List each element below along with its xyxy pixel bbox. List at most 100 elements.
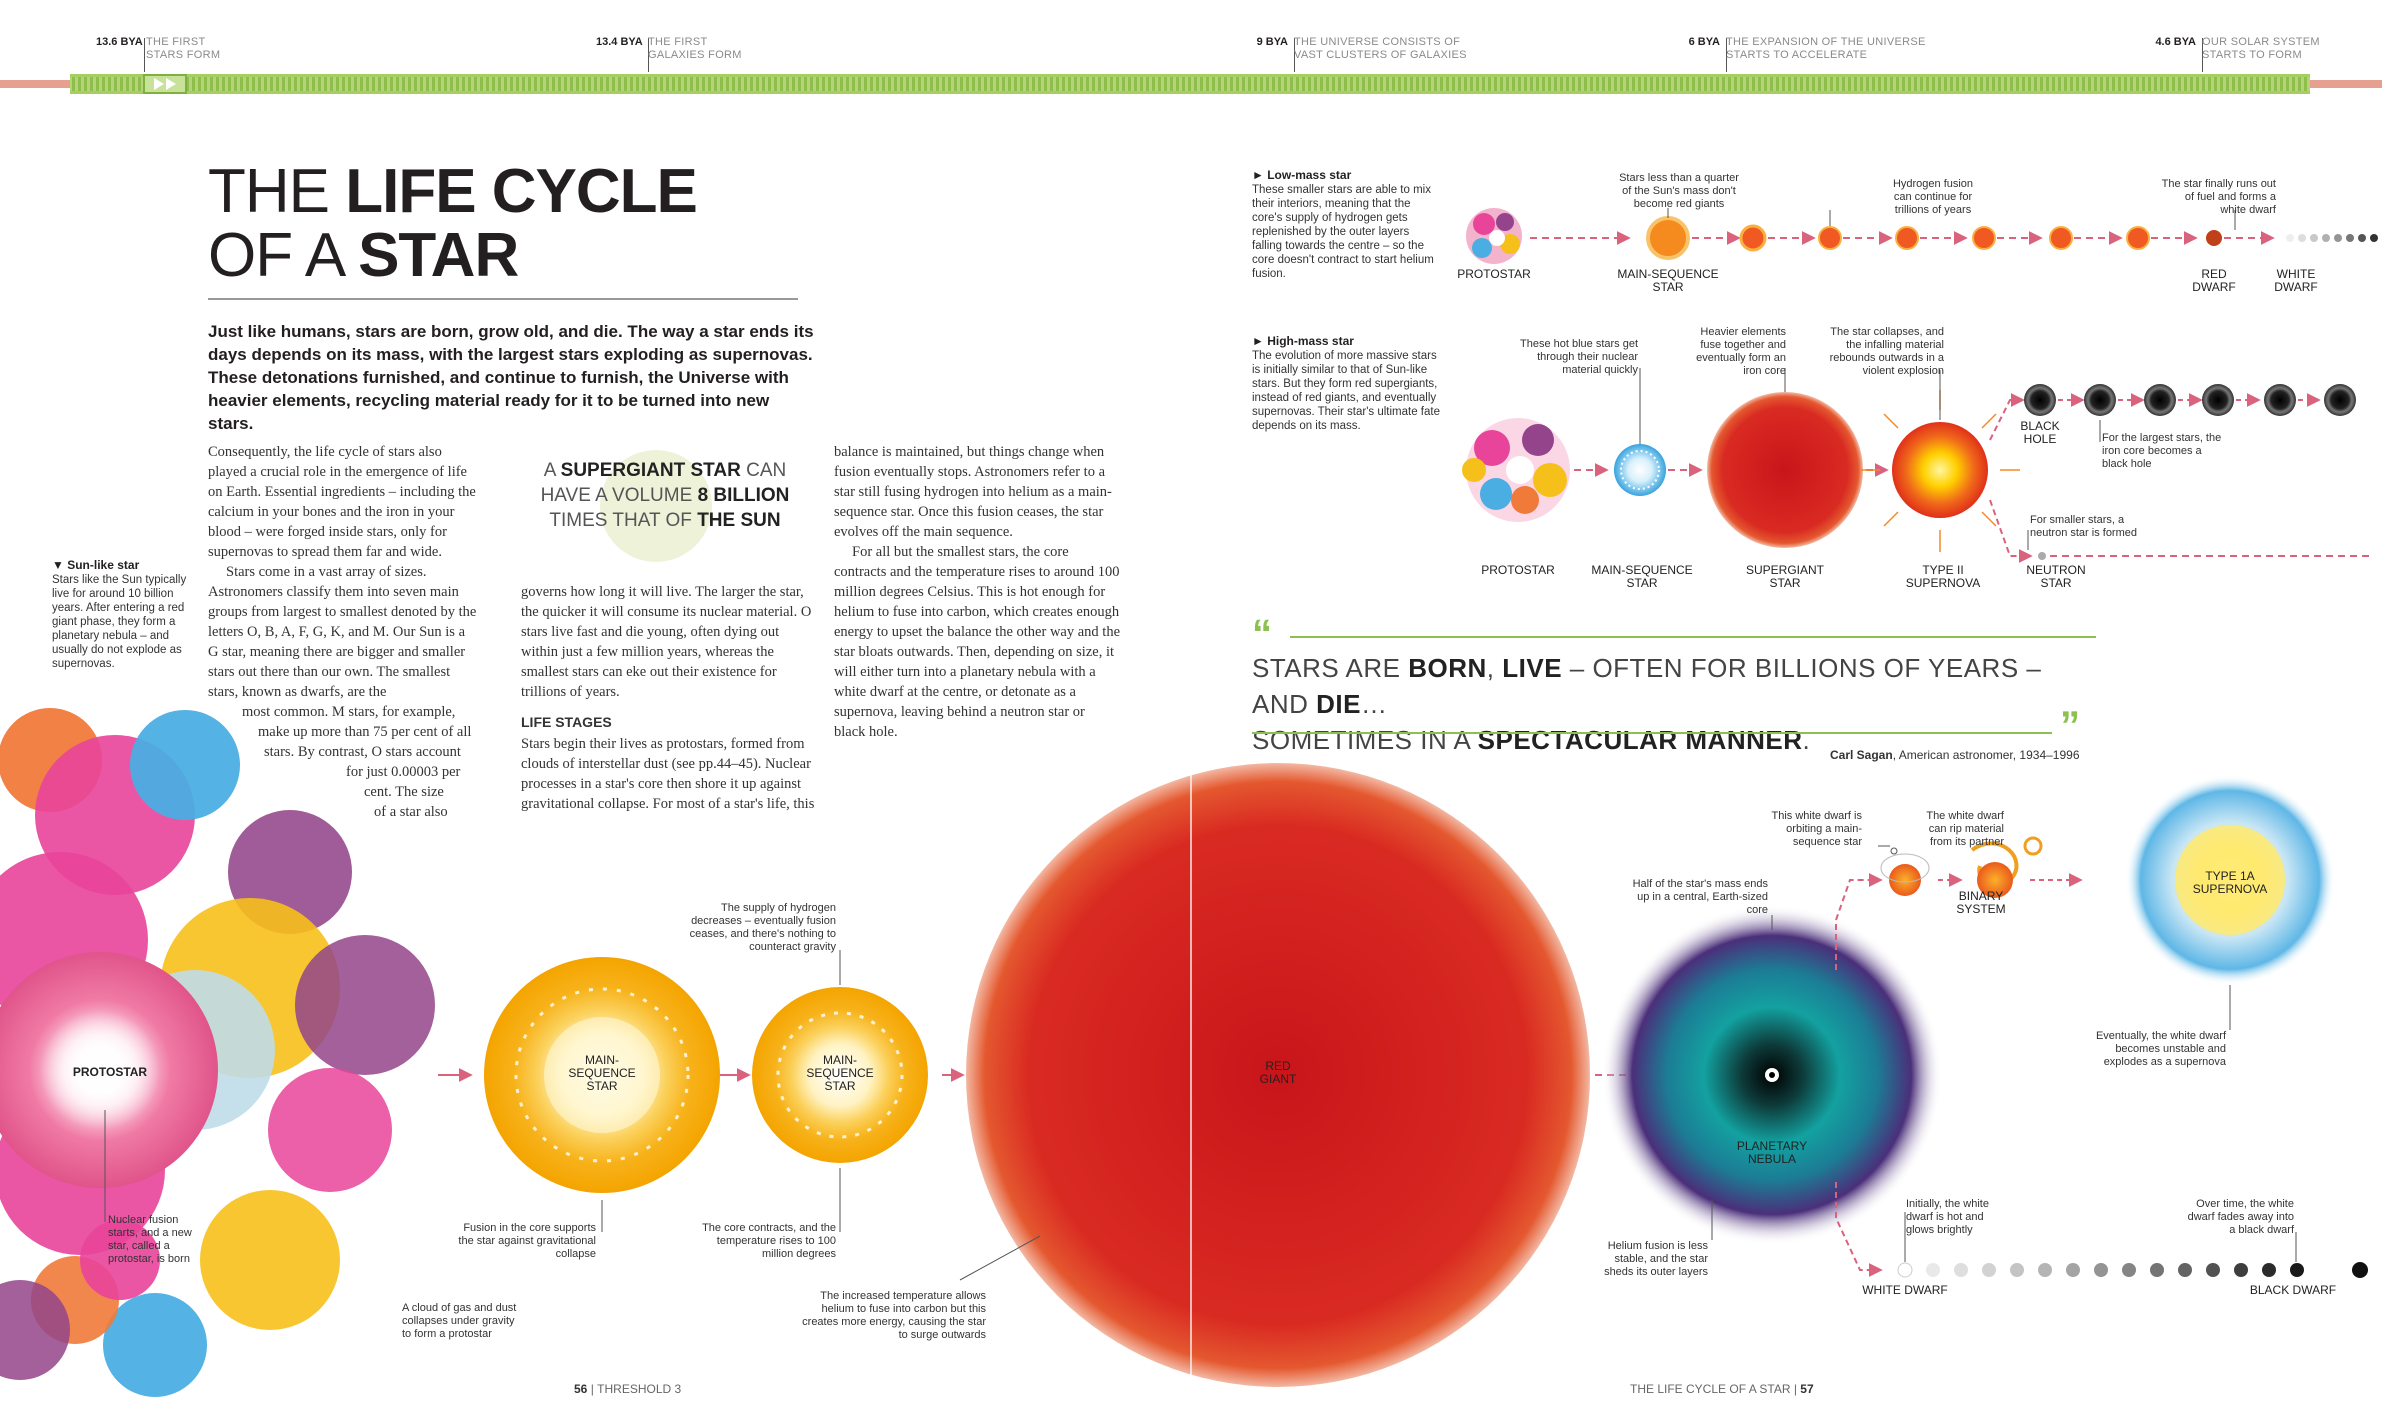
attribution-detail: , American astronomer, 1934–1996 xyxy=(1892,748,2080,762)
body-paragraph: black hole. xyxy=(834,724,898,740)
quote-rule-bottom xyxy=(1252,732,2052,734)
label-line: SUPERGIANT xyxy=(1745,563,1824,577)
label-line: TYPE II xyxy=(1922,563,1964,577)
binary-system xyxy=(1880,836,2043,898)
quote-bold: LIVE xyxy=(1502,653,1563,683)
section-name-left: THRESHOLD 3 xyxy=(597,1382,682,1396)
label-planetary-nebula: PLANETARY NEBULA xyxy=(1712,1140,1832,1166)
main-sequence-star-small xyxy=(752,987,928,1163)
page-number-left: 56 xyxy=(574,1382,588,1396)
callout-unstable: Eventually, the white dwarf becomes unst… xyxy=(2095,1030,2226,1068)
callout-rip-material: The white dwarf can rip material from it… xyxy=(1926,810,2004,848)
timeline-text: VAST CLUSTERS OF GALAXIES xyxy=(1294,49,1467,61)
pullquote-text: CAN xyxy=(740,460,787,481)
timeline-tick xyxy=(648,38,649,72)
timeline-date: 9 BYA xyxy=(1256,36,1288,48)
label-line: MAIN-SEQUENCE xyxy=(1591,563,1693,577)
main-sequence-star-large xyxy=(484,957,720,1193)
label-line: SUPERNOVA xyxy=(2192,882,2268,896)
timeline-bar xyxy=(0,74,2382,94)
timeline-text: STARTS TO ACCELERATE xyxy=(1726,49,1868,61)
label-line: SEQUENCE xyxy=(806,1066,874,1080)
label-line: DWARF xyxy=(2192,280,2236,294)
title-light: THE xyxy=(208,157,346,226)
label-line: GIANT xyxy=(1259,1072,1297,1086)
label-line: STAR xyxy=(1769,576,1801,590)
pullquote: A SUPERGIANT STAR CAN HAVE A VOLUME 8 BI… xyxy=(520,458,810,533)
timeline-text: THE FIRST xyxy=(648,36,708,48)
body-line: of a star also xyxy=(374,804,448,820)
leader-lines xyxy=(104,208,2297,1281)
body-line: cent. The size xyxy=(364,784,444,800)
attribution-name: Carl Sagan xyxy=(1830,748,1893,762)
body-column-2: governs how long it will live. The large… xyxy=(521,582,819,814)
pullquote-bold: SUPERGIANT STAR xyxy=(560,460,741,481)
timeline-tick xyxy=(1726,38,1727,72)
title-bold: LIFE CYCLE xyxy=(345,157,698,226)
label-line: MAIN- xyxy=(585,1053,619,1067)
cloud-circle xyxy=(268,1068,392,1192)
label-line: STAR xyxy=(2040,576,2072,590)
timeline-text: STARS FORM xyxy=(146,49,221,61)
sagan-quote: STARS ARE BORN, LIVE – OFTEN FOR BILLION… xyxy=(1252,650,2102,758)
cloud-circle xyxy=(200,1190,340,1330)
timeline-date: 6 BYA xyxy=(1688,36,1720,48)
callout-fades: Over time, the white dwarf fades away in… xyxy=(2187,1198,2294,1236)
timeline-text: THE UNIVERSE CONSISTS OF xyxy=(1294,36,1461,48)
label-main-sequence-2: MAIN- SEQUENCE STAR xyxy=(790,1054,890,1093)
label-line: STAR xyxy=(824,1079,856,1093)
label-protostar-main: PROTOSTAR xyxy=(72,1065,148,1079)
timeline-text: THE FIRST xyxy=(146,36,206,48)
label-line: RED xyxy=(1265,1059,1291,1073)
low-mass-heading: ► Low-mass star xyxy=(1252,168,1352,182)
timeline-text: THE EXPANSION OF THE UNIVERSE xyxy=(1726,36,1926,48)
timeline-text: GALAXIES FORM xyxy=(648,49,742,61)
body-paragraph: For all but the smallest stars, the core… xyxy=(834,544,1120,720)
timeline-date: 13.4 BYA xyxy=(596,36,643,48)
quote-bold: BORN xyxy=(1408,653,1487,683)
label-line: STAR xyxy=(586,1079,618,1093)
red-giant xyxy=(966,763,1590,1387)
label-line: HOLE xyxy=(2023,432,2057,446)
label-line: SYSTEM xyxy=(1956,902,2006,916)
cloud-circle xyxy=(103,1293,207,1397)
page-number-right: 57 xyxy=(1800,1382,1814,1396)
label-main-sequence: MAIN-SEQUENCE STAR xyxy=(1608,268,1728,294)
sun-like-text: Stars like the Sun typically live for ar… xyxy=(52,574,187,670)
timeline-event-3: 9 BYA THE UNIVERSE CONSISTS OF VAST CLUSTE… xyxy=(1248,36,1467,62)
label-line: BLACK xyxy=(2020,419,2060,433)
quote-rule-top xyxy=(1290,636,2096,638)
cloud-circle xyxy=(295,935,435,1075)
sun-like-heading: ▼ Sun-like star xyxy=(52,558,140,572)
close-quote-mark: ” xyxy=(2060,704,2080,748)
label-type-ii-supernova: TYPE II SUPERNOVA xyxy=(1898,564,1988,590)
cloud-circle xyxy=(0,1280,70,1380)
callout-low-mass-1: Stars less than a quarter of the Sun's m… xyxy=(1619,172,1739,210)
timeline-text: STARTS TO FORM xyxy=(2202,49,2302,61)
label-black-dwarf: BLACK DWARF xyxy=(2249,1283,2337,1297)
timeline-date: 4.6 BYA xyxy=(2155,36,2196,48)
white-dwarf-sequence xyxy=(1897,1262,2368,1278)
label-line: MAIN-SEQUENCE xyxy=(1617,267,1719,281)
pullquote-text: A xyxy=(543,460,561,481)
label-protostar: PROTOSTAR xyxy=(1481,563,1555,577)
label-line: MAIN- xyxy=(823,1053,857,1067)
pullquote-text: TIMES THAT OF xyxy=(549,510,698,531)
callout-orbiting: This white dwarf is orbiting a main-sequ… xyxy=(1771,810,1862,848)
callout-high-mass-1: These hot blue stars get through their n… xyxy=(1519,338,1638,376)
quote-attribution: Carl Sagan, American astronomer, 1934–19… xyxy=(1830,748,2080,762)
timeline-event-5: 4.6 BYA OUR SOLAR SYSTEM STARTS TO FORM xyxy=(2150,36,2320,62)
timeline-tick xyxy=(2202,38,2203,72)
body-paragraph: Stars come in a vast array of sizes. Ast… xyxy=(208,564,477,700)
high-mass-row xyxy=(1462,384,2372,563)
body-paragraph: Consequently, the life cycle of stars al… xyxy=(208,444,476,560)
label-line: DWARF xyxy=(2274,280,2318,294)
label-neutron-star: NEUTRON STAR xyxy=(2016,564,2096,590)
quote-text: SOMETIMES IN A xyxy=(1252,725,1478,755)
callout-high-mass-2: Heavier elements fuse together and event… xyxy=(1696,326,1786,377)
callout-core-contracts: The core contracts, and the temperature … xyxy=(702,1222,836,1260)
quote-text: , xyxy=(1486,653,1503,683)
label-white-dwarf: WHITE DWARF xyxy=(2266,268,2326,294)
body-paragraph: balance is maintained, but things change… xyxy=(834,444,1112,540)
